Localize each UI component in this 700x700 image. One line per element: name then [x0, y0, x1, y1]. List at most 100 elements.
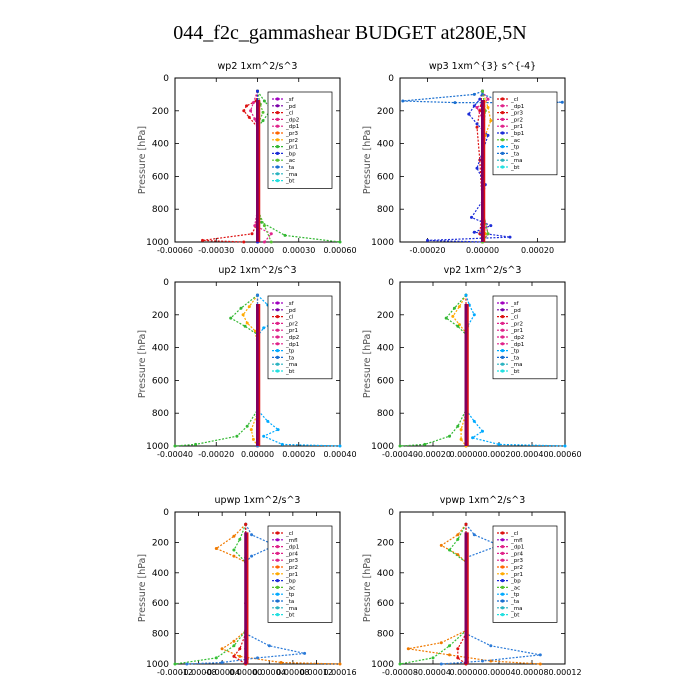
data-point — [444, 316, 448, 320]
data-point — [229, 316, 233, 320]
legend-label: _ac — [510, 138, 520, 144]
data-point — [251, 101, 255, 105]
legend-marker — [275, 531, 280, 535]
y-tick-label: 1000 — [371, 238, 394, 248]
data-point — [448, 548, 451, 552]
data-point — [464, 522, 468, 526]
x-tick-label: 0.00012 — [548, 668, 581, 677]
legend-marker — [275, 613, 280, 617]
series-line-pr1 — [399, 523, 467, 665]
legend-label: _pr2 — [285, 321, 298, 327]
legend-label: _dp2 — [285, 335, 299, 341]
x-tick-label: 0.00016 — [323, 668, 356, 677]
legend-marker — [500, 138, 505, 142]
chart-title: upwp 1xm^2/s^3 — [215, 495, 301, 506]
legend-marker — [500, 579, 505, 583]
data-point — [267, 644, 271, 648]
legend-marker — [500, 355, 505, 359]
data-point — [486, 97, 490, 101]
legend-label: _cl — [285, 111, 294, 117]
legend-marker — [500, 104, 505, 108]
legend-label: _bp1 — [510, 131, 524, 137]
data-point — [262, 224, 266, 228]
y-tick-label: 600 — [152, 172, 169, 182]
legend-marker — [275, 349, 280, 353]
legend-marker — [275, 124, 280, 128]
legend-marker — [275, 172, 280, 176]
x-tick-label: -0.00020 — [415, 450, 451, 459]
x-tick-label: 0.00004 — [482, 668, 515, 677]
legend-label: _bt — [510, 613, 520, 619]
data-point — [253, 224, 257, 228]
y-tick-label: 400 — [152, 140, 169, 150]
data-point — [475, 125, 479, 129]
data-point — [486, 232, 490, 236]
legend-marker — [275, 551, 280, 556]
data-point — [456, 656, 460, 660]
data-point — [244, 522, 248, 526]
data-point — [251, 437, 255, 441]
y-tick-label: 400 — [377, 569, 394, 579]
legend-marker — [275, 369, 280, 373]
data-point — [245, 104, 248, 108]
x-tick-label: -0.00060 — [157, 246, 193, 255]
data-point — [242, 109, 246, 113]
legend-label: _bt — [285, 613, 295, 619]
series-line-pr1 — [174, 294, 259, 447]
legend-label: _bt — [510, 369, 520, 375]
legend-marker — [275, 165, 280, 169]
y-axis-label: Pressure [hPa] — [137, 330, 148, 398]
y-tick-label: 1000 — [146, 660, 169, 670]
data-point — [471, 436, 475, 440]
y-tick-label: 400 — [377, 140, 394, 150]
data-point — [452, 306, 456, 310]
data-point — [472, 104, 476, 108]
y-tick-label: 600 — [377, 172, 394, 182]
data-point — [472, 230, 476, 234]
data-point — [262, 326, 266, 330]
series-line-pr2 — [242, 294, 259, 447]
data-point — [232, 644, 236, 648]
data-point — [406, 647, 410, 651]
x-tick-label: -0.00004 — [415, 668, 451, 677]
x-tick-label: 0.00012 — [300, 668, 333, 677]
legend-label: _pr2 — [285, 138, 298, 144]
legend-label: _mfl — [285, 538, 298, 544]
legend-label: _cl — [510, 315, 519, 321]
legend-label: _bp — [510, 579, 521, 585]
legend-label: _ta — [510, 599, 519, 605]
legend-label: _pr1 — [510, 572, 523, 578]
y-tick-label: 1000 — [146, 442, 169, 452]
legend-label: _pr3 — [285, 558, 299, 564]
legend-label: _sf — [285, 301, 295, 307]
x-tick-label: 0.00040 — [323, 450, 356, 459]
data-point — [280, 442, 284, 446]
x-tick-label: -0.00008 — [181, 668, 217, 677]
legend-marker — [275, 158, 280, 162]
legend-label: _cl — [285, 315, 294, 321]
y-tick-label: 800 — [377, 630, 394, 640]
data-point — [242, 240, 246, 244]
legend-label: _ma — [285, 606, 297, 612]
data-point — [472, 313, 476, 317]
data-point — [472, 419, 476, 423]
y-tick-label: 800 — [377, 205, 394, 215]
data-point — [220, 661, 224, 664]
x-tick-label: 0.00008 — [515, 668, 548, 677]
x-tick-label: 0.00020 — [521, 246, 554, 255]
data-point — [238, 537, 242, 541]
legend-marker — [500, 97, 505, 101]
legend-marker — [500, 301, 505, 305]
data-point — [538, 662, 542, 666]
data-point — [256, 656, 259, 660]
legend-marker — [275, 558, 280, 562]
plot-frame — [399, 511, 566, 665]
legend-label: _pr1 — [510, 124, 523, 130]
data-point — [439, 662, 443, 666]
legend-label: _pr4 — [510, 551, 524, 557]
data-point — [232, 554, 236, 558]
x-tick-label: -0.00040 — [382, 450, 418, 459]
legend-label: _ac — [510, 585, 520, 591]
data-point — [249, 428, 253, 432]
legend-label: _pd — [285, 104, 296, 110]
